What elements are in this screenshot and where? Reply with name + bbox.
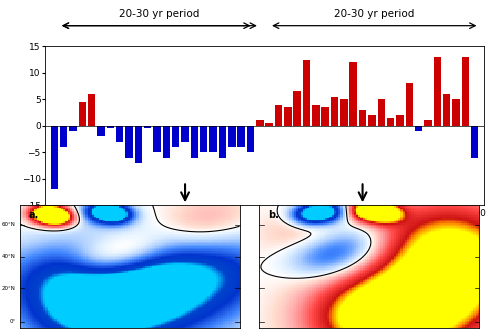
Bar <box>256 120 263 126</box>
Bar <box>172 126 180 147</box>
Text: a.: a. <box>29 210 39 220</box>
Bar <box>69 126 77 131</box>
Bar <box>163 126 170 158</box>
Bar <box>331 97 338 126</box>
Bar <box>406 83 413 126</box>
Bar <box>378 99 385 126</box>
Text: 20-30 yr period: 20-30 yr period <box>119 9 200 19</box>
Bar <box>107 126 114 128</box>
Bar <box>144 126 151 128</box>
Bar <box>415 126 422 131</box>
Bar <box>78 102 86 126</box>
Bar <box>135 126 142 163</box>
Bar <box>293 91 301 126</box>
Text: 0°: 0° <box>9 319 15 324</box>
Text: 40°N: 40°N <box>1 254 15 259</box>
Bar <box>88 94 95 126</box>
Bar <box>60 126 67 147</box>
Bar <box>228 126 236 147</box>
Bar <box>153 126 161 152</box>
Bar <box>321 107 329 126</box>
Bar <box>443 94 451 126</box>
Bar <box>452 99 460 126</box>
Bar <box>434 57 441 126</box>
Text: 20°N: 20°N <box>1 286 15 291</box>
Bar <box>340 99 348 126</box>
Bar <box>471 126 479 158</box>
Bar <box>116 126 123 142</box>
Bar <box>312 105 319 126</box>
Bar <box>396 115 404 126</box>
Bar <box>238 126 245 147</box>
Bar <box>125 126 133 158</box>
Bar <box>462 57 469 126</box>
Bar <box>219 126 226 158</box>
Bar <box>368 115 376 126</box>
Bar <box>275 105 282 126</box>
Text: b.: b. <box>268 210 279 220</box>
Bar <box>210 126 217 152</box>
Bar <box>284 107 291 126</box>
Text: 60°N: 60°N <box>1 222 15 227</box>
Text: 20-30 yr period: 20-30 yr period <box>334 9 415 19</box>
Bar <box>387 118 394 126</box>
Bar <box>97 126 105 136</box>
Bar <box>424 120 432 126</box>
Bar <box>50 126 58 189</box>
Bar <box>200 126 208 152</box>
Bar <box>349 62 357 126</box>
Bar <box>359 110 366 126</box>
Bar <box>181 126 189 142</box>
Bar <box>191 126 198 158</box>
Bar <box>303 60 310 126</box>
Bar <box>265 123 273 126</box>
Bar <box>247 126 254 152</box>
